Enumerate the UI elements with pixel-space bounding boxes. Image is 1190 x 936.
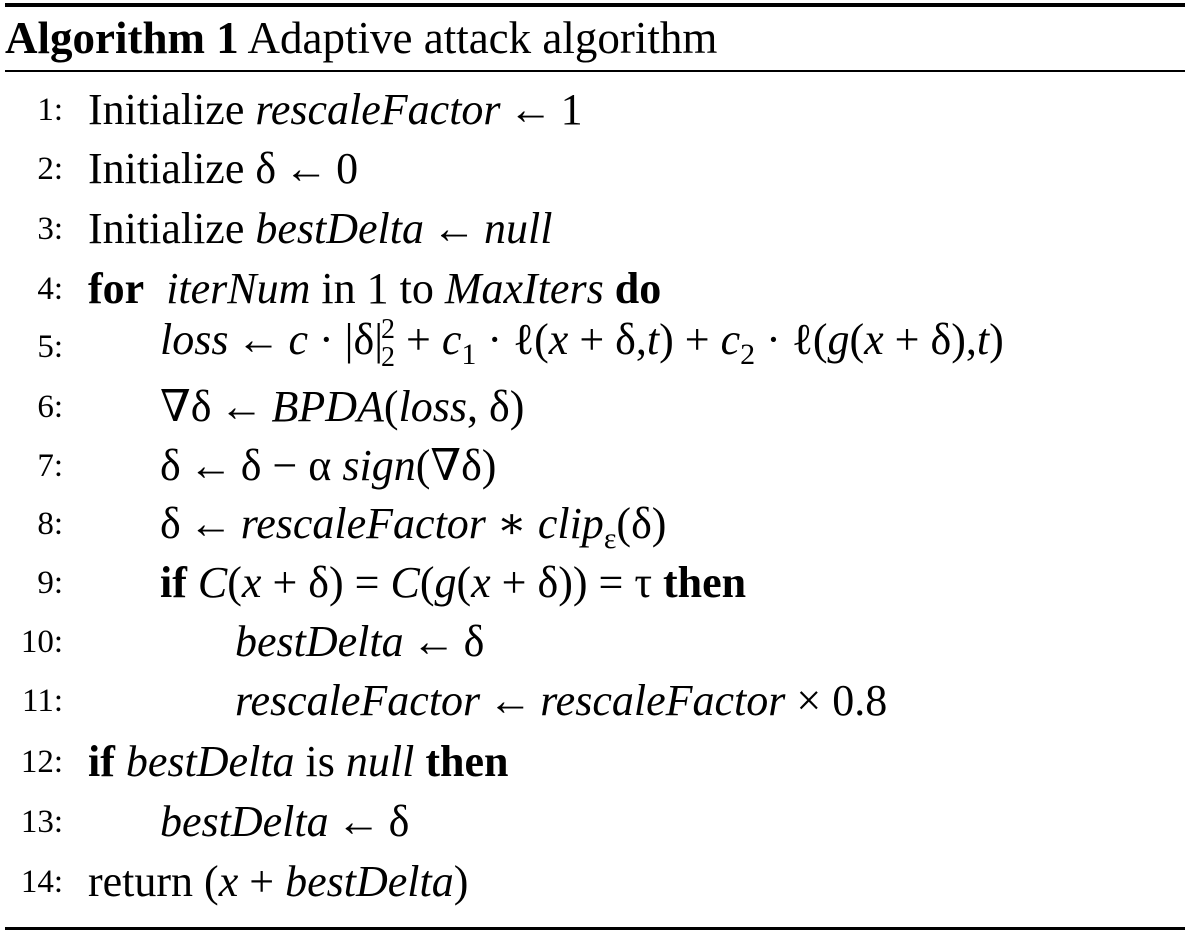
algorithm-line-8: 8: δ ← rescaleFactor ∗ clipε(δ) <box>0 496 1190 554</box>
algorithm-line-5: 5: loss ← c · |δ| 2 2 + c1 · ℓ(x + δ,t) + c2… <box>0 315 1190 377</box>
line-text: Initialize bestDelta ← null <box>88 204 553 253</box>
algorithm-label: Algorithm 1 <box>5 13 239 63</box>
line-number: 8: <box>37 506 63 542</box>
line-text: for iterNum in 1 to MaxIters do <box>88 264 662 313</box>
algorithm-line-3: 3: Initialize bestDelta ← null <box>0 201 1190 259</box>
line-text: if C(x + δ) = C(g(x + δ)) = τ then <box>160 558 747 607</box>
line-number: 3: <box>37 211 63 247</box>
line-number: 1: <box>37 92 63 128</box>
line-text: δ ← δ − α sign(∇δ) <box>160 441 497 490</box>
algorithm-line-7: 7: δ ← δ − α sign(∇δ) <box>0 438 1190 496</box>
line-text: if bestDelta is null then <box>88 737 509 786</box>
line-text: Initialize δ ← 0 <box>88 144 359 193</box>
line-text: δ ← rescaleFactor ∗ clipε(δ) <box>160 499 667 555</box>
line-number: 5: <box>37 329 63 365</box>
algorithm-line-11: 11: rescaleFactor ← rescaleFactor × 0.8 <box>0 673 1190 731</box>
line-number: 13: <box>20 804 63 840</box>
line-number: 2: <box>37 151 63 187</box>
line-number: 11: <box>22 683 63 719</box>
line-text: bestDelta ← δ <box>235 617 485 666</box>
algorithm-line-9: 9: if C(x + δ) = C(g(x + δ)) = τ then <box>0 555 1190 613</box>
algorithm-title: Adaptive attack algorithm <box>247 13 718 63</box>
bottom-rule <box>5 927 1185 930</box>
top-rule <box>5 3 1185 7</box>
line-text: ∇δ ← BPDA(loss, δ) <box>160 382 525 431</box>
line-number: 6: <box>37 389 63 425</box>
line-number: 7: <box>37 448 63 484</box>
line-number: 10: <box>20 624 63 660</box>
line-text: return (x + bestDelta) <box>88 857 469 906</box>
algorithm-line-6: 6: ∇δ ← BPDA(loss, δ) <box>0 379 1190 437</box>
algorithm-line-4: 4: for iterNum in 1 to MaxIters do <box>0 261 1190 319</box>
algorithm-line-13: 13: bestDelta ← δ <box>0 794 1190 852</box>
algorithm-line-2: 2: Initialize δ ← 0 <box>0 141 1190 199</box>
algorithm-caption: Algorithm 1 Adaptive attack algorithm <box>5 12 717 64</box>
algorithm-line-1: 1: Initialize rescaleFactor ← 1 <box>0 82 1190 140</box>
line-number: 12: <box>20 744 63 780</box>
caption-rule <box>5 70 1185 72</box>
line-text: Initialize rescaleFactor ← 1 <box>88 85 583 134</box>
line-text: loss ← c · |δ| 2 2 + c1 · ℓ(x + δ,t) + c2 · … <box>160 314 1004 373</box>
line-text: bestDelta ← δ <box>160 797 410 846</box>
algorithm-line-10: 10: bestDelta ← δ <box>0 614 1190 672</box>
line-number: 14: <box>20 864 63 900</box>
line-number: 4: <box>37 271 63 307</box>
line-text: rescaleFactor ← rescaleFactor × 0.8 <box>235 676 888 725</box>
algorithm-line-12: 12: if bestDelta is null then <box>0 734 1190 792</box>
algorithm-line-14: 14: return (x + bestDelta) <box>0 854 1190 912</box>
line-number: 9: <box>37 565 63 601</box>
